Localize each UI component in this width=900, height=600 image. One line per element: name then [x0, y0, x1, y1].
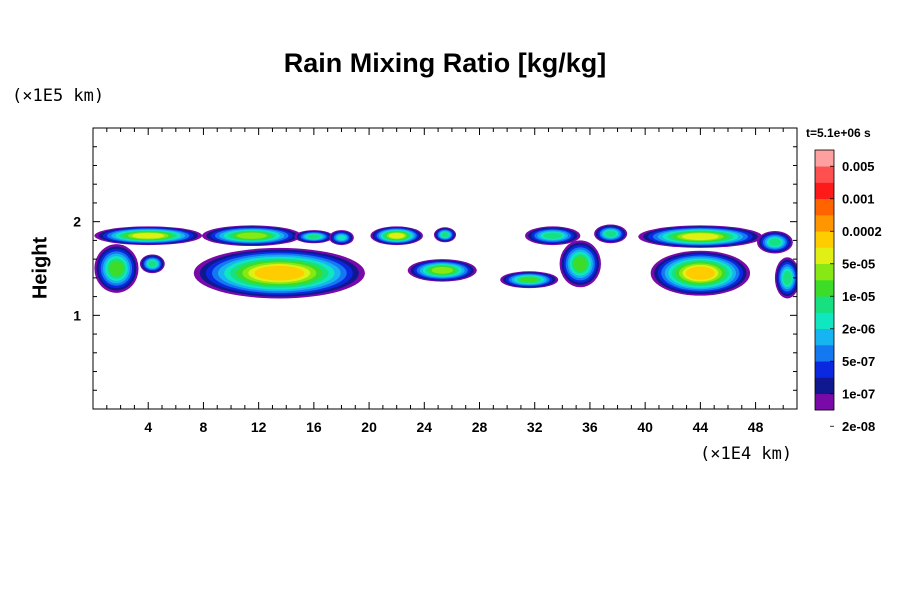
rain-cell	[500, 271, 559, 289]
colorbar-swatch	[815, 215, 834, 232]
rain-cell	[294, 230, 334, 244]
contour-level	[543, 232, 562, 239]
colorbar-label: 2e-08	[842, 419, 875, 434]
x-tick-label: 4	[144, 419, 152, 435]
rain-cell	[370, 226, 423, 246]
contour-level	[520, 277, 539, 283]
colorbar-swatch	[815, 280, 834, 297]
contour-level	[388, 232, 405, 239]
y-axis-unit: (×1E5 km)	[12, 86, 105, 106]
rain-cell	[650, 250, 751, 296]
rain-cell	[594, 224, 628, 244]
colorbar-swatch	[815, 361, 834, 378]
rain-field	[94, 224, 797, 299]
contour-level	[605, 230, 617, 237]
x-tick-label: 36	[582, 419, 598, 435]
contour-level	[783, 271, 792, 285]
contour-level	[337, 234, 346, 241]
rain-cell	[756, 231, 793, 254]
rain-cell	[774, 257, 797, 299]
y-tick-label: 2	[73, 214, 81, 230]
x-tick-label: 20	[361, 419, 377, 435]
x-tick-label: 32	[527, 419, 543, 435]
y-tick-label: 1	[73, 307, 81, 323]
x-tick-label: 24	[417, 419, 433, 435]
colorbar-swatch	[815, 296, 834, 313]
colorbar-swatch	[815, 247, 834, 265]
x-tick-label: 12	[251, 419, 267, 435]
colorbar-label: 0.0002	[842, 224, 882, 239]
plot-frame	[92, 127, 798, 410]
contour-level	[307, 234, 321, 239]
contour-level	[681, 233, 719, 241]
contour-level	[441, 232, 449, 238]
colorbar-swatch	[815, 328, 834, 346]
contour-level	[768, 238, 781, 246]
x-tick-label: 28	[472, 419, 488, 435]
contour-level	[148, 260, 157, 267]
contour-level	[254, 265, 305, 281]
x-tick-label: 48	[748, 419, 764, 435]
time-label: t=5.1e+06 s	[806, 126, 871, 140]
colorbar-swatch	[815, 198, 834, 216]
contour-level	[236, 232, 267, 239]
colorbar-swatch	[815, 312, 834, 330]
contour-level	[132, 232, 165, 239]
contour-level	[431, 266, 453, 274]
colorbar-swatch	[815, 393, 834, 411]
contour-level	[685, 266, 715, 280]
colorbar-label: 0.001	[842, 191, 875, 206]
colorbar-label: 0.005	[842, 159, 875, 174]
colorbar-label: 1e-05	[842, 289, 875, 304]
rain-cell	[407, 259, 477, 282]
x-tick-label: 44	[693, 419, 709, 435]
contour-level	[573, 256, 587, 272]
colorbar-frame	[814, 149, 835, 411]
colorbar-swatch	[815, 345, 834, 362]
rain-cell	[638, 225, 763, 248]
x-tick-label: 8	[200, 419, 208, 435]
colorbar-swatch	[815, 182, 834, 200]
colorbar-label: 2e-06	[842, 321, 875, 336]
x-tick-label: 16	[306, 419, 322, 435]
rain-cell	[202, 225, 302, 247]
contour-level	[109, 260, 124, 277]
colorbar-swatch	[815, 231, 834, 248]
rain-cell	[94, 226, 203, 246]
colorbar: 0.005 0.001 0.0002 5e-05 1e-05 2e-06 5e-07 1e-0…	[814, 149, 882, 434]
colorbar-label: 5e-05	[842, 256, 875, 271]
rain-cell	[329, 230, 354, 246]
rain-cell	[525, 226, 581, 246]
colorbar-swatch	[815, 166, 834, 183]
x-tick-label: 40	[637, 419, 653, 435]
colorbar-swatch	[815, 263, 834, 281]
chart-title: Rain Mixing Ratio [kg/kg]	[283, 48, 607, 78]
rain-cell	[94, 244, 139, 293]
rain-cell	[139, 254, 165, 274]
rain-cell	[433, 227, 457, 243]
x-axis-unit: (×1E4 km)	[700, 444, 793, 464]
rain-cell	[559, 240, 601, 288]
colorbar-label: 5e-07	[842, 354, 875, 369]
colorbar-label: 1e-07	[842, 386, 875, 401]
rain-cell	[193, 247, 365, 299]
colorbar-swatch	[815, 377, 834, 395]
colorbar-swatch	[815, 150, 834, 167]
